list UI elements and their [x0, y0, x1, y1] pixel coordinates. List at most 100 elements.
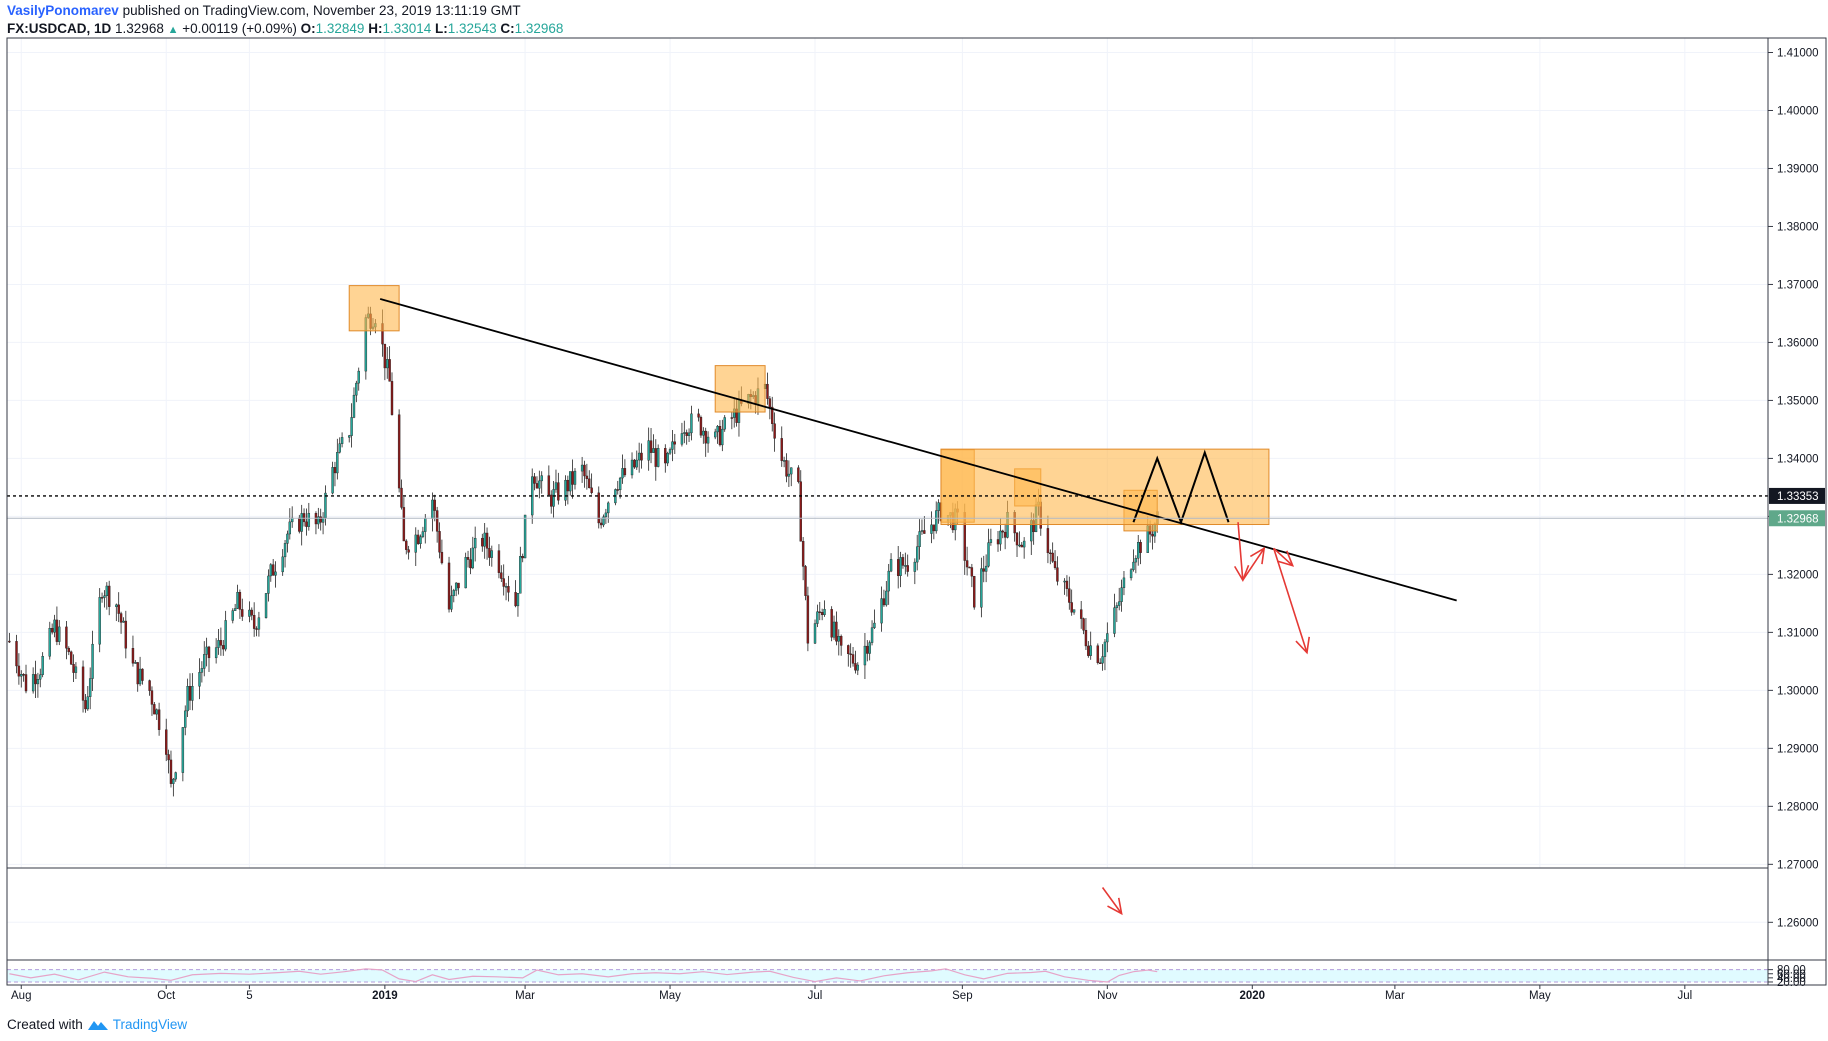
candle-body — [714, 431, 717, 438]
forecast-arrow — [1101, 887, 1123, 916]
candle — [252, 602, 256, 637]
candle-body — [856, 664, 859, 671]
x-tick-label: Jul — [808, 990, 823, 1002]
y-tick-label: 1.30000 — [1777, 685, 1819, 697]
candle — [618, 476, 622, 499]
candle-body — [50, 628, 54, 633]
x-tick-label: 2019 — [372, 990, 398, 1002]
candle-body — [200, 668, 204, 673]
candle — [488, 536, 491, 566]
candle-body — [419, 536, 422, 544]
candle-body — [39, 674, 42, 680]
candle — [450, 585, 453, 613]
candle — [697, 408, 700, 422]
candle — [440, 539, 444, 565]
candle-body — [53, 619, 56, 633]
candle — [873, 609, 876, 630]
candle-body — [880, 598, 883, 624]
candle-body — [569, 471, 572, 492]
candle-body — [165, 729, 168, 755]
candle-body — [540, 475, 543, 482]
candle-body — [405, 540, 408, 550]
candle — [207, 645, 211, 672]
candle — [837, 629, 840, 656]
candle — [485, 527, 489, 560]
candle-body — [148, 680, 151, 691]
candle-body — [72, 664, 75, 673]
author-link[interactable]: VasilyPonomarev — [7, 3, 119, 18]
candle-body — [169, 759, 173, 784]
candle — [115, 603, 118, 622]
candle-body — [305, 521, 308, 527]
candle — [100, 592, 104, 603]
candle — [454, 582, 458, 597]
candle — [222, 639, 225, 656]
y-tick-label: 1.28000 — [1777, 801, 1819, 813]
candle — [664, 444, 667, 473]
candle-body — [820, 612, 824, 616]
candle-body — [706, 436, 710, 444]
candle-body — [766, 383, 769, 399]
candle-body — [324, 492, 327, 519]
candle-body — [1053, 561, 1057, 568]
open-label: O: — [300, 21, 316, 36]
candle — [982, 555, 985, 583]
chart-axes: 1.41000 1.40000 1.39000 1.38000 1.37000 1.360… — [6, 37, 1827, 1002]
candle — [1101, 644, 1104, 671]
candle — [419, 534, 422, 549]
y-tick-label: 1.34000 — [1777, 453, 1819, 465]
candle-body — [452, 590, 455, 596]
candle-body — [999, 530, 1002, 545]
low-value: 1.32543 — [447, 21, 497, 36]
candle-body — [497, 550, 501, 573]
candle-body — [333, 467, 337, 474]
candle — [219, 627, 223, 656]
candle-body — [41, 656, 44, 675]
candle-body — [673, 441, 677, 445]
candle — [504, 582, 508, 601]
candle-body — [1051, 552, 1054, 562]
candle — [987, 528, 990, 568]
candle — [257, 611, 261, 637]
candle-body — [483, 532, 486, 547]
candle-body — [1022, 540, 1026, 548]
candle — [31, 667, 35, 694]
candle-body — [721, 428, 724, 446]
candle — [20, 670, 23, 688]
candle — [357, 367, 360, 391]
candle-body — [523, 514, 527, 559]
candle — [516, 593, 520, 617]
candle-body — [647, 440, 650, 461]
tradingview-logo-icon — [87, 1020, 108, 1030]
candle-body — [433, 499, 436, 511]
footer: Created with TradingView — [7, 1017, 187, 1032]
candle — [452, 588, 455, 603]
candle — [155, 708, 158, 720]
candle — [1122, 570, 1126, 596]
x-tick-label: 2020 — [1239, 990, 1265, 1002]
candle — [868, 640, 871, 661]
candle-body — [1079, 609, 1083, 619]
candle — [307, 502, 311, 531]
candle — [935, 501, 938, 534]
candle — [41, 652, 44, 678]
candle — [1056, 556, 1059, 586]
candle-body — [685, 432, 688, 436]
candle-body — [913, 561, 917, 572]
candle — [1087, 641, 1090, 658]
candle — [785, 453, 788, 483]
candle — [566, 475, 570, 505]
candle — [438, 522, 441, 559]
candle — [1132, 549, 1135, 572]
tradingview-link[interactable]: TradingView — [112, 1017, 188, 1032]
candle-body — [918, 531, 921, 547]
candle-body — [1103, 641, 1107, 657]
candle-body — [22, 674, 25, 676]
y-tick-label: 1.38000 — [1777, 221, 1819, 233]
candle-body — [238, 591, 242, 610]
candle-body — [616, 489, 619, 491]
candle-body — [331, 467, 334, 494]
candle — [117, 592, 120, 623]
candle — [119, 611, 123, 634]
